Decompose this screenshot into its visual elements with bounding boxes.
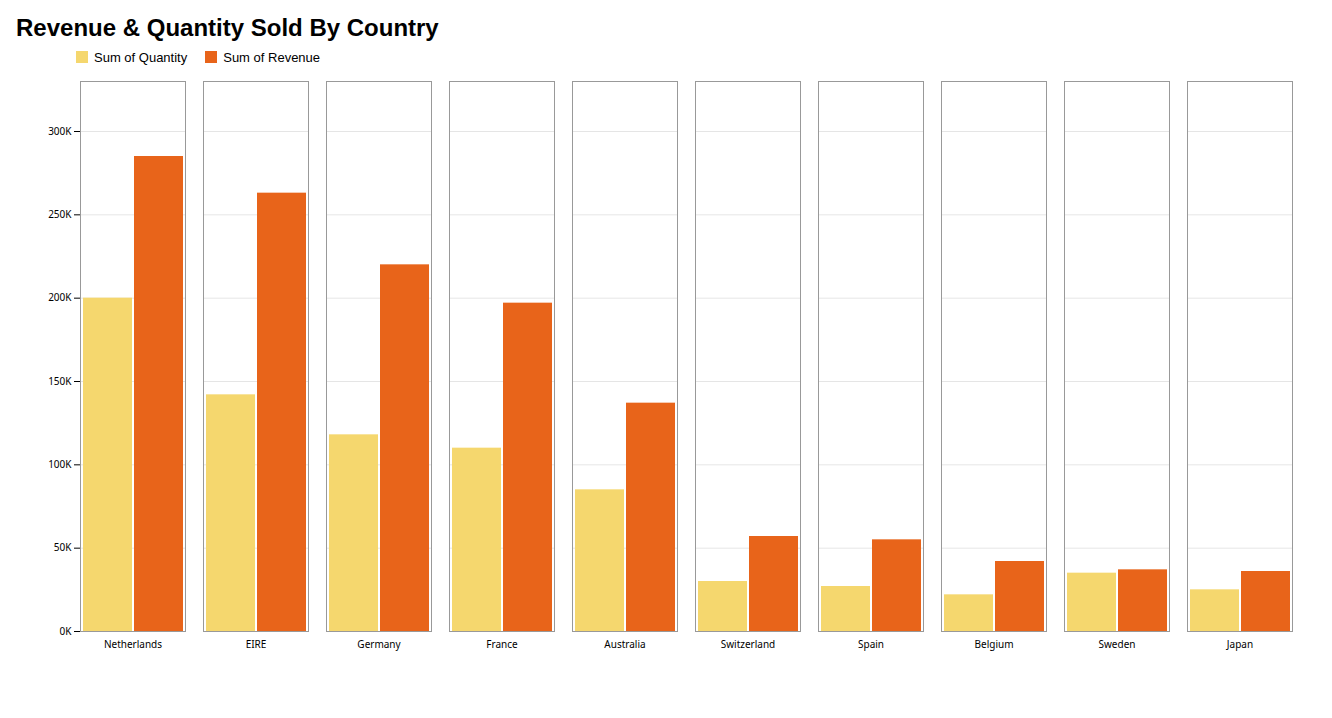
svg-text:Spain: Spain — [858, 637, 884, 651]
svg-text:100K: 100K — [48, 457, 72, 471]
svg-text:Australia: Australia — [604, 637, 645, 651]
svg-text:EIRE: EIRE — [246, 637, 267, 651]
svg-text:France: France — [486, 637, 518, 651]
html-text:Sum of Quantity: Sum of Quantity — [94, 50, 188, 65]
svg-text:150K: 150K — [48, 374, 72, 388]
svg-text:200K: 200K — [48, 290, 72, 304]
svg-text:Japan: Japan — [1226, 637, 1253, 651]
html-text:Revenue & Quantity Sold By Cou: Revenue & Quantity Sold By Country — [16, 14, 439, 41]
svg-text:Belgium: Belgium — [975, 637, 1014, 651]
html-text:Sum of Revenue: Sum of Revenue — [223, 50, 321, 65]
svg-text:250K: 250K — [48, 207, 72, 221]
svg-text:300K: 300K — [48, 124, 72, 138]
svg-text:0K: 0K — [60, 624, 73, 638]
svg-text:50K: 50K — [54, 540, 72, 554]
svg-text:Switzerland: Switzerland — [721, 637, 776, 651]
svg-text:Netherlands: Netherlands — [104, 637, 162, 651]
svg-text:Sweden: Sweden — [1099, 637, 1136, 651]
svg-text:Germany: Germany — [357, 637, 401, 651]
